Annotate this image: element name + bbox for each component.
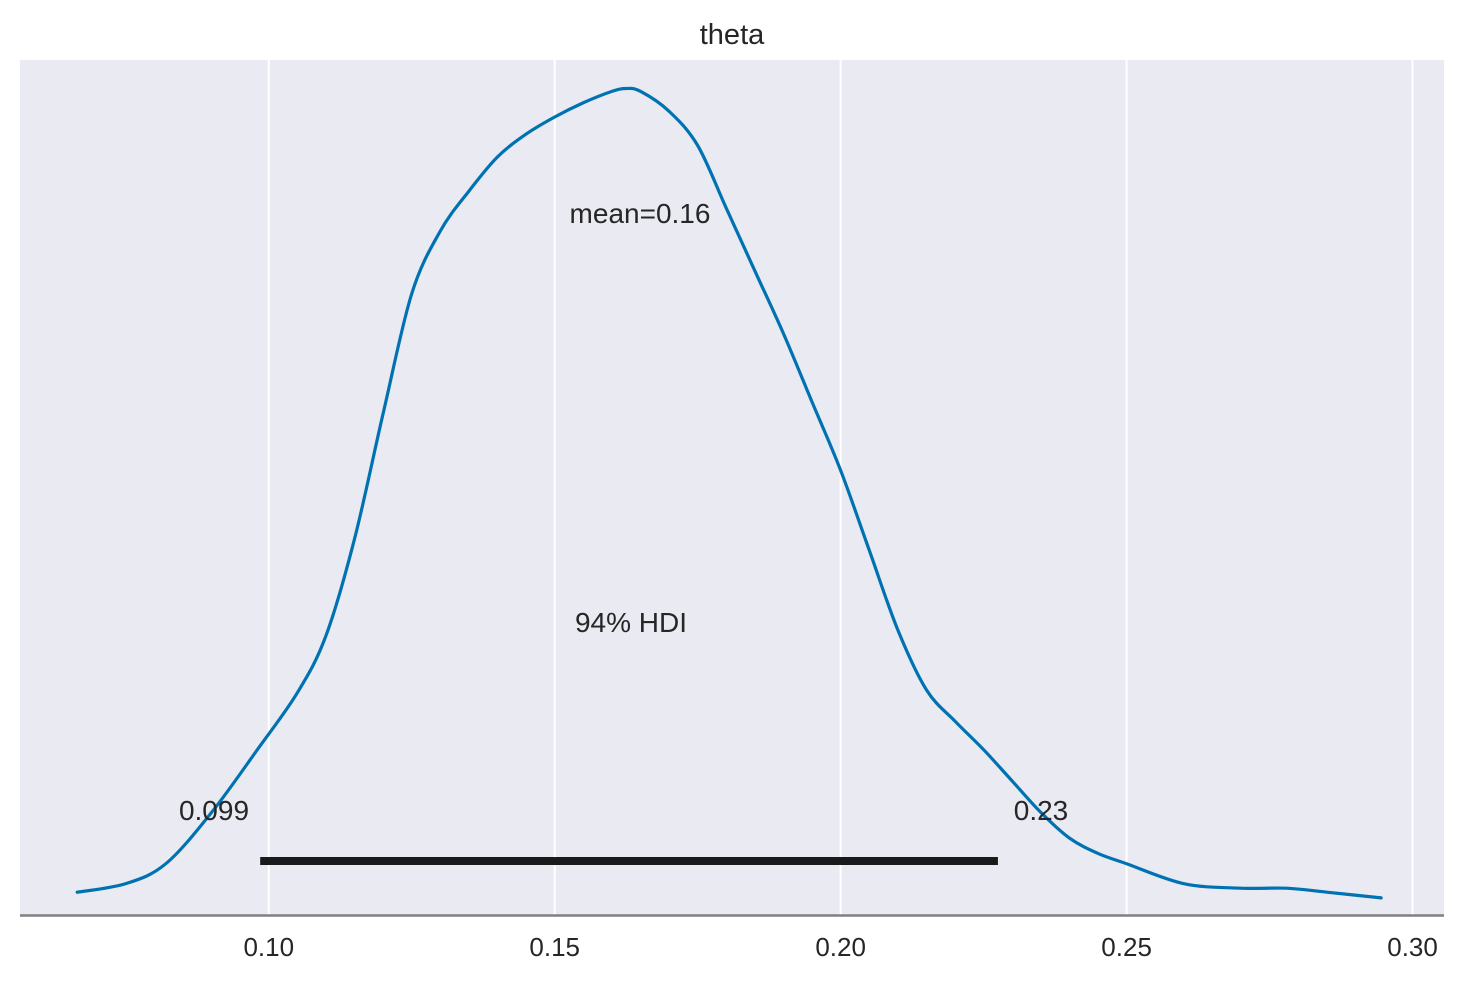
x-tick-label: 0.30 (1387, 932, 1438, 962)
x-tick-label: 0.20 (815, 932, 866, 962)
chart-title: theta (700, 19, 765, 51)
x-tick-label: 0.25 (1101, 932, 1152, 962)
x-tick-label: 0.10 (243, 932, 294, 962)
plot-background (20, 60, 1444, 916)
x-tick-labels: 0.10 0.15 0.20 0.25 0.30 (243, 932, 1437, 962)
x-gridlines (267, 60, 1414, 915)
hdi-annotation: 94% HDI (575, 607, 687, 638)
mean-annotation: mean=0.16 (570, 198, 711, 229)
hdi-low-label: 0.099 (179, 795, 249, 826)
x-tick-label: 0.15 (529, 932, 580, 962)
hdi-high-label: 0.23 (1014, 795, 1069, 826)
density-curve (75, 86, 1383, 900)
